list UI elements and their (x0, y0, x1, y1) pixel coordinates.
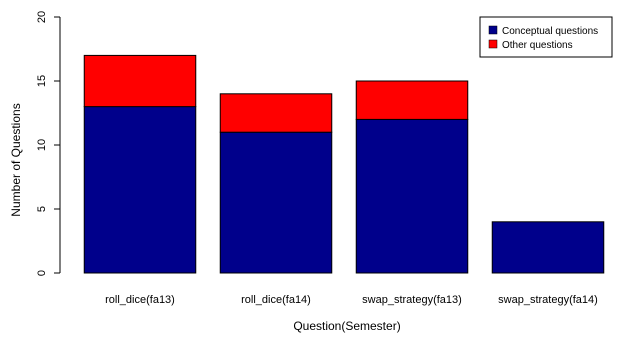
y-tick-label: 20 (36, 11, 48, 23)
bar-other-1 (219, 93, 333, 133)
x-tick-label: roll_dice(fa13) (105, 294, 175, 306)
x-axis-title: Question(Semester) (293, 319, 400, 333)
legend-label-conceptual: Conceptual questions (502, 26, 598, 37)
y-tick-label: 0 (36, 270, 48, 276)
legend-label-other: Other questions (502, 40, 573, 51)
y-tick-label: 15 (36, 75, 48, 87)
legend-box (479, 16, 613, 58)
bar-conceptual-1 (219, 131, 333, 274)
legend-swatch-conceptual (488, 25, 498, 35)
y-axis-title: Number of Questions (9, 103, 23, 216)
x-tick-label: roll_dice(fa14) (241, 294, 311, 306)
y-axis: 0 5 10 15 20 (36, 11, 61, 276)
x-tick-label: swap_strategy(fa13) (362, 294, 462, 306)
legend: Conceptual questions Other questions (479, 16, 613, 58)
bar-conceptual-0 (83, 106, 197, 274)
bar-conceptual-2 (355, 118, 469, 274)
bar-other-2 (355, 80, 469, 120)
bars (83, 54, 605, 274)
bar-conceptual-3 (491, 221, 605, 274)
legend-swatch-other (488, 39, 498, 49)
x-tick-labels: roll_dice(fa13) roll_dice(fa14) swap_strat… (105, 294, 598, 306)
y-tick-label: 10 (36, 139, 48, 151)
y-tick-label: 5 (36, 206, 48, 212)
bar-other-0 (83, 54, 197, 108)
x-tick-label: swap_strategy(fa14) (498, 294, 598, 306)
